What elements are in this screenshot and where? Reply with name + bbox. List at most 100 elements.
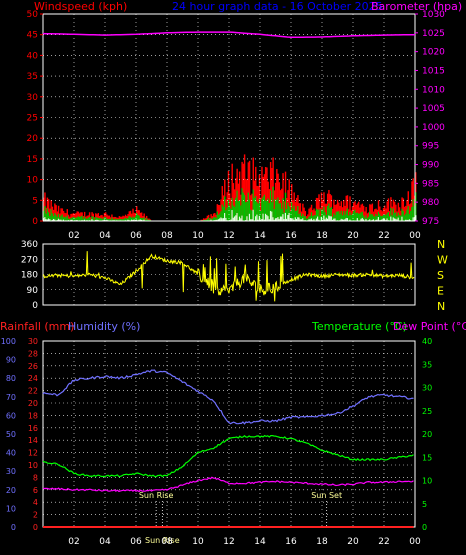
windavg-bar (211, 219, 214, 221)
windmin-bar (293, 219, 295, 221)
windavg-bar (88, 217, 91, 221)
windspeed-bar (261, 166, 263, 221)
windspeed-bar (329, 194, 331, 221)
wind-x-tick-label: 04 (99, 231, 111, 241)
windavg-bar (268, 202, 271, 221)
dewpoint-line (42, 476, 414, 493)
windavg-bar (97, 217, 99, 221)
windspeed-bar (133, 212, 135, 221)
windmin-bar (322, 219, 324, 221)
temp-x-tick-label: 08 (161, 537, 173, 547)
windspeed-bar (331, 208, 334, 221)
windavg-bar (105, 217, 107, 221)
wind-x-tick-label: 20 (347, 231, 359, 241)
windmin-bar (356, 218, 359, 221)
windavg-bar (212, 217, 215, 221)
windavg-bar (289, 211, 292, 221)
windmin-bar (278, 218, 281, 221)
windavg-bar (287, 202, 289, 221)
windspeed-bar (205, 217, 207, 221)
windspeed-bar (102, 216, 104, 221)
windavg-bar (304, 216, 307, 221)
windspeed-bar (108, 215, 111, 221)
windavg-bar (313, 215, 315, 221)
rainfall-tick-label: 24 (28, 374, 38, 383)
rainfall-tick-label: 28 (28, 349, 38, 358)
windspeed-bar (62, 210, 65, 221)
windmin-bar (283, 219, 285, 221)
windavg-bar (54, 213, 56, 221)
windspeed-bar (212, 213, 215, 221)
windavg-bar (372, 215, 375, 221)
windmin-bar (334, 218, 336, 221)
windavg-bar (70, 218, 72, 221)
windmin-bar (320, 216, 323, 221)
windspeed-bar (371, 203, 374, 221)
windavg-bar (303, 216, 305, 221)
windavg-bar (80, 216, 82, 221)
temp-x-tick-label: 06 (130, 537, 142, 547)
windmin-bar (349, 219, 351, 221)
windavg-bar (96, 217, 98, 221)
windavg-bar (329, 208, 331, 221)
windspeed-bar (60, 208, 62, 221)
windavg-bar (302, 213, 304, 221)
dewpoint-axis-title: Dew Point (°C) (393, 320, 466, 333)
windspeed-bar (277, 173, 279, 221)
windavg-bar (219, 213, 221, 221)
windspeed-bar (379, 206, 381, 221)
windspeed-bar (71, 213, 73, 221)
windspeed-bar (107, 215, 109, 221)
windavg-bar (226, 207, 228, 221)
windmin-bar (217, 219, 220, 221)
windmin-bar (255, 216, 257, 221)
windavg-bar (61, 214, 64, 221)
windmin-bar (95, 219, 97, 221)
humidity-tick-label: 30 (6, 467, 16, 476)
wind-x-tick-label: 22 (378, 231, 389, 241)
humidity-tick-label: 40 (6, 449, 16, 458)
windspeed-bar (70, 213, 72, 221)
windspeed-bar (385, 208, 387, 221)
windspeed-bar (313, 208, 315, 221)
windavg-bar (86, 218, 88, 221)
windspeed-bar (225, 199, 227, 221)
windavg-bar (339, 213, 341, 221)
windspeed-bar (118, 216, 121, 221)
windavg-bar (207, 217, 210, 221)
windspeed-bar (276, 169, 278, 221)
windavg-bar (362, 215, 365, 221)
windavg-bar (357, 213, 360, 221)
windavg-bar (261, 198, 263, 221)
windmin-bar (83, 219, 86, 221)
windavg-bar (76, 217, 78, 221)
windspeed-bar (391, 206, 393, 221)
windmin-bar (380, 219, 382, 221)
windmin-bar (250, 219, 252, 221)
windavg-bar (245, 202, 247, 221)
windmin-bar (297, 217, 299, 221)
windavg-bar (283, 212, 285, 221)
windavg-bar (69, 219, 71, 221)
windmin-bar (326, 218, 329, 221)
windspeed-bar (271, 167, 273, 221)
temperature-line (42, 434, 414, 478)
windspeed-bar (75, 213, 77, 221)
windavg-bar (279, 202, 282, 221)
windmin-bar (317, 216, 319, 221)
temp-x-tick-label: 18 (316, 537, 328, 547)
windavg-bar (364, 217, 366, 221)
windavg-bar (292, 208, 294, 221)
windmin-bar (62, 219, 65, 221)
windspeed-bar (121, 216, 123, 221)
windavg-bar (377, 211, 380, 221)
windmin-bar (386, 218, 388, 221)
windmin-bar (230, 219, 232, 221)
windmin-bar (252, 209, 254, 221)
windavg-bar (354, 209, 356, 221)
windmin-bar (267, 216, 269, 221)
windspeed-bar (367, 212, 370, 221)
windspeed-bar (54, 203, 56, 221)
windavg-bar (266, 200, 268, 221)
